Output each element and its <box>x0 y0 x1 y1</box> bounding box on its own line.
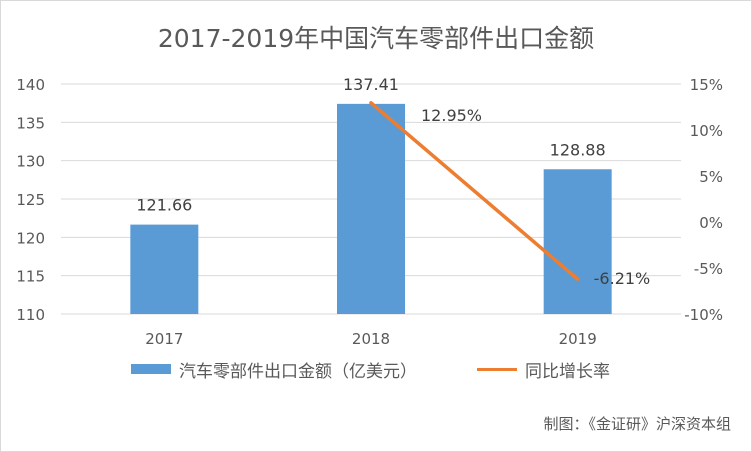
bar <box>130 224 199 314</box>
legend-line-label: 同比增长率 <box>525 361 610 382</box>
y-right-tick-label: -10% <box>684 306 723 324</box>
y-left-tick-label: 110 <box>16 306 45 324</box>
growth-point <box>576 277 580 281</box>
line-value-label: 12.95% <box>421 106 482 125</box>
y-right-tick-label: 5% <box>699 168 723 186</box>
legend-line-swatch <box>477 367 517 371</box>
y-left-tick-label: 130 <box>16 153 45 171</box>
chart-legend: 汽车零部件出口金额（亿美元） 同比增长率 <box>131 357 670 382</box>
x-tick-label: 2017 <box>145 330 183 348</box>
y-left-tick-label: 140 <box>16 76 45 94</box>
bar <box>543 169 612 314</box>
bar-value-label: 128.88 <box>550 140 606 159</box>
y-left-tick-label: 115 <box>16 268 45 286</box>
bar-value-label: 137.41 <box>343 75 399 94</box>
y-right-tick-label: 15% <box>690 76 723 94</box>
legend-item-line: 同比增长率 <box>477 357 610 382</box>
y-right-tick-label: 0% <box>699 214 723 232</box>
legend-bar-label: 汽车零部件出口金额（亿美元） <box>179 361 417 382</box>
legend-item-bar: 汽车零部件出口金额（亿美元） <box>131 357 417 382</box>
bar-value-label: 121.66 <box>136 196 192 215</box>
x-tick-label: 2018 <box>352 330 390 348</box>
growth-point <box>369 101 373 105</box>
growth-line <box>369 101 580 281</box>
source-note: 制图：《金证研》沪深资本组 <box>543 415 731 433</box>
y-left-tick-label: 125 <box>16 191 45 209</box>
chart-title: 2017-2019年中国汽车零部件出口金额 <box>157 24 595 53</box>
bar <box>337 103 405 315</box>
y-right-tick-label: -5% <box>694 260 723 278</box>
line-value-label: -6.21% <box>594 269 651 288</box>
legend-bar-swatch <box>131 364 171 374</box>
y-right-tick-label: 10% <box>690 122 723 140</box>
y-left-tick-label: 120 <box>16 229 45 247</box>
y-left-tick-label: 135 <box>16 114 45 132</box>
x-tick-label: 2019 <box>559 330 597 348</box>
